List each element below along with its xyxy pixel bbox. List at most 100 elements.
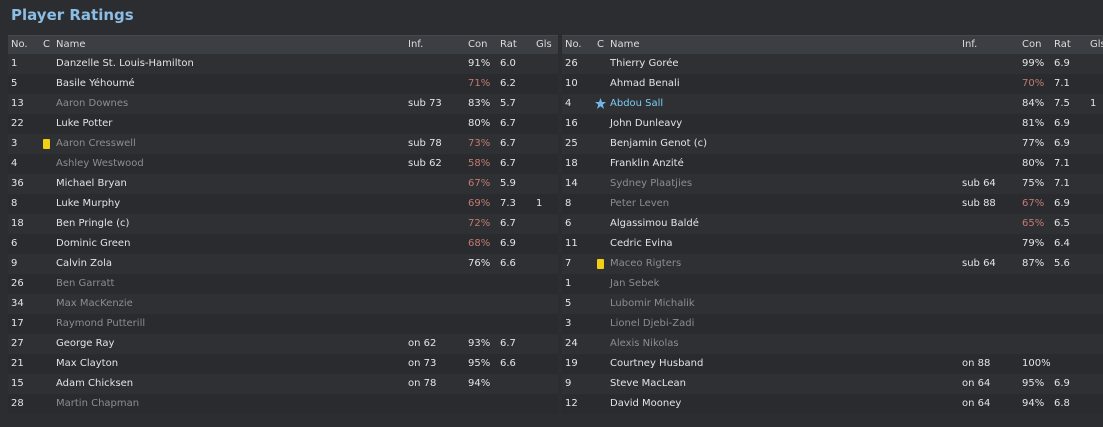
player-name[interactable]: Raymond Putterill bbox=[56, 318, 146, 329]
player-name[interactable]: Peter Leven bbox=[610, 198, 670, 209]
player-name[interactable]: Lubomir Michalik bbox=[610, 298, 695, 309]
player-row[interactable]: 9 Calvin Zola 76% 6.6 bbox=[8, 254, 558, 274]
player-row[interactable]: 4 Abdou Sall 84% 7.5 1 bbox=[562, 94, 1103, 114]
column-header[interactable]: Name bbox=[610, 39, 640, 50]
player-name[interactable]: Franklin Anzité bbox=[610, 158, 684, 169]
player-name[interactable]: George Ray bbox=[56, 338, 115, 349]
ratings-table: No. C Name Inf. Con Rat Gls 26 Thierry Gorée 99% 6… bbox=[562, 35, 1103, 415]
cell-rat: 6.8 bbox=[1054, 398, 1070, 409]
cell-con: 68% bbox=[468, 238, 491, 249]
cell-no: 26 bbox=[11, 278, 24, 289]
player-name[interactable]: Basile Yéhoumé bbox=[56, 78, 135, 89]
cell-rat: 7.1 bbox=[1054, 178, 1070, 189]
player-row[interactable]: 27 George Ray on 62 93% 6.7 bbox=[8, 334, 558, 354]
player-row[interactable]: 3 Lionel Djebi-Zadi bbox=[562, 314, 1103, 334]
player-name[interactable]: Courtney Husband bbox=[610, 358, 704, 369]
player-row[interactable]: 24 Alexis Nikolas bbox=[562, 334, 1103, 354]
player-name[interactable]: Aaron Downes bbox=[56, 98, 129, 109]
player-row[interactable]: 9 Steve MacLean on 64 95% 6.9 bbox=[562, 374, 1103, 394]
player-name[interactable]: Luke Potter bbox=[56, 118, 113, 129]
player-name[interactable]: Adam Chicksen bbox=[56, 378, 134, 389]
player-name[interactable]: Lionel Djebi-Zadi bbox=[610, 318, 695, 329]
player-name[interactable]: Jan Sebek bbox=[610, 278, 660, 289]
player-row[interactable]: 12 David Mooney on 64 94% 6.8 bbox=[562, 394, 1103, 414]
column-header[interactable]: No. bbox=[565, 39, 582, 50]
player-name[interactable]: Max Clayton bbox=[56, 358, 119, 369]
player-name[interactable]: Danzelle St. Louis-Hamilton bbox=[56, 58, 194, 69]
player-row[interactable]: 8 Luke Murphy 69% 7.3 1 bbox=[8, 194, 558, 214]
player-row[interactable]: 6 Algassimou Baldé 65% 6.5 bbox=[562, 214, 1103, 234]
cell-rat: 6.7 bbox=[500, 118, 516, 129]
player-row[interactable]: 18 Franklin Anzité 80% 7.1 bbox=[562, 154, 1103, 174]
cell-no: 1 bbox=[565, 278, 572, 289]
player-row[interactable]: 34 Max MacKenzie bbox=[8, 294, 558, 314]
player-name[interactable]: Ahmad Benali bbox=[610, 78, 680, 89]
player-name[interactable]: John Dunleavy bbox=[610, 118, 683, 129]
column-header[interactable]: Gls bbox=[536, 39, 552, 50]
player-name[interactable]: Benjamin Genot (c) bbox=[610, 138, 708, 149]
player-name[interactable]: Martin Chapman bbox=[56, 398, 140, 409]
player-row[interactable]: 1 Danzelle St. Louis-Hamilton 91% 6.0 bbox=[8, 54, 558, 74]
player-row[interactable]: 5 Lubomir Michalik bbox=[562, 294, 1103, 314]
column-header[interactable]: Inf. bbox=[408, 39, 424, 50]
column-header[interactable]: No. bbox=[11, 39, 28, 50]
column-header[interactable]: Gls bbox=[1090, 39, 1103, 50]
player-row[interactable]: 28 Martin Chapman bbox=[8, 394, 558, 414]
player-row[interactable]: 5 Basile Yéhoumé 71% 6.2 bbox=[8, 74, 558, 94]
player-name[interactable]: Michael Bryan bbox=[56, 178, 127, 189]
player-row[interactable]: 1 Jan Sebek bbox=[562, 274, 1103, 294]
player-row[interactable]: 13 Aaron Downes sub 73 83% 5.7 bbox=[8, 94, 558, 114]
player-name[interactable]: Ashley Westwood bbox=[56, 158, 144, 169]
column-header[interactable]: Con bbox=[468, 39, 488, 50]
cell-no: 8 bbox=[11, 198, 18, 209]
column-header[interactable]: Rat bbox=[500, 39, 517, 50]
player-name[interactable]: Thierry Gorée bbox=[610, 58, 679, 69]
column-header[interactable]: C bbox=[43, 39, 50, 50]
player-row[interactable]: 26 Ben Garratt bbox=[8, 274, 558, 294]
player-name[interactable]: Ben Pringle (c) bbox=[56, 218, 130, 229]
player-row[interactable]: 17 Raymond Putterill bbox=[8, 314, 558, 334]
player-name[interactable]: Steve MacLean bbox=[610, 378, 686, 389]
player-row[interactable]: 15 Adam Chicksen on 78 94% bbox=[8, 374, 558, 394]
player-row[interactable]: 3 Aaron Cresswell sub 78 73% 6.7 bbox=[8, 134, 558, 154]
player-row[interactable]: 6 Dominic Green 68% 6.9 bbox=[8, 234, 558, 254]
player-row[interactable]: 19 Courtney Husband on 88 100% bbox=[562, 354, 1103, 374]
cell-con: 71% bbox=[468, 78, 491, 89]
cell-con: 83% bbox=[468, 98, 491, 109]
cell-rat: 5.7 bbox=[500, 98, 516, 109]
player-row[interactable]: 10 Ahmad Benali 70% 7.1 bbox=[562, 74, 1103, 94]
player-name[interactable]: David Mooney bbox=[610, 398, 682, 409]
column-header[interactable]: C bbox=[597, 39, 604, 50]
player-row[interactable]: 26 Thierry Gorée 99% 6.9 bbox=[562, 54, 1103, 74]
cell-rat: 7.5 bbox=[1054, 98, 1070, 109]
player-name[interactable]: Sydney Plaatjies bbox=[610, 178, 693, 189]
player-name[interactable]: Dominic Green bbox=[56, 238, 131, 249]
player-row[interactable]: 4 Ashley Westwood sub 62 58% 6.7 bbox=[8, 154, 558, 174]
cell-inf: sub 78 bbox=[408, 138, 442, 149]
player-name[interactable]: Aaron Cresswell bbox=[56, 138, 136, 149]
player-name[interactable]: Abdou Sall bbox=[610, 98, 664, 109]
player-row[interactable]: 16 John Dunleavy 81% 6.9 bbox=[562, 114, 1103, 134]
player-row[interactable]: 18 Ben Pringle (c) 72% 6.7 bbox=[8, 214, 558, 234]
cell-no: 3 bbox=[565, 318, 572, 329]
player-name[interactable]: Luke Murphy bbox=[56, 198, 121, 209]
player-name[interactable]: Maceo Rigters bbox=[610, 258, 682, 269]
player-name[interactable]: Ben Garratt bbox=[56, 278, 115, 289]
player-row[interactable]: 25 Benjamin Genot (c) 77% 6.9 bbox=[562, 134, 1103, 154]
player-row[interactable]: 22 Luke Potter 80% 6.7 bbox=[8, 114, 558, 134]
player-row[interactable]: 14 Sydney Plaatjies sub 64 75% 7.1 bbox=[562, 174, 1103, 194]
player-name[interactable]: Alexis Nikolas bbox=[610, 338, 679, 349]
column-header[interactable]: Inf. bbox=[962, 39, 978, 50]
player-row[interactable]: 11 Cedric Evina 79% 6.4 bbox=[562, 234, 1103, 254]
player-row[interactable]: 7 Maceo Rigters sub 64 87% 5.6 bbox=[562, 254, 1103, 274]
player-name[interactable]: Algassimou Baldé bbox=[610, 218, 699, 229]
column-header[interactable]: Name bbox=[56, 39, 86, 50]
player-name[interactable]: Cedric Evina bbox=[610, 238, 673, 249]
player-name[interactable]: Calvin Zola bbox=[56, 258, 112, 269]
player-row[interactable]: 21 Max Clayton on 73 95% 6.6 bbox=[8, 354, 558, 374]
column-header[interactable]: Rat bbox=[1054, 39, 1071, 50]
player-row[interactable]: 8 Peter Leven sub 88 67% 6.9 bbox=[562, 194, 1103, 214]
player-row[interactable]: 36 Michael Bryan 67% 5.9 bbox=[8, 174, 558, 194]
player-name[interactable]: Max MacKenzie bbox=[56, 298, 133, 309]
column-header[interactable]: Con bbox=[1022, 39, 1042, 50]
